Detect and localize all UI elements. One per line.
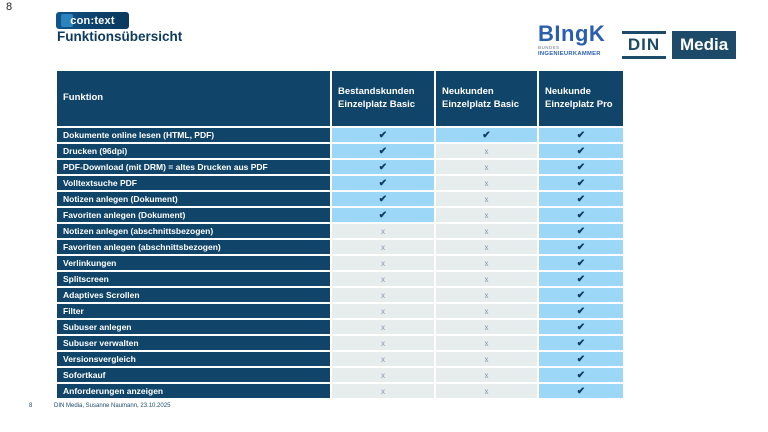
bingk-logo: BIngK BUNDES INGENIEURKAMMER — [538, 23, 633, 57]
feature-label: PDF-Download (mit DRM) = altes Drucken a… — [57, 160, 330, 174]
cross-cell: x — [332, 304, 434, 318]
cross-cell: x — [436, 208, 537, 222]
feature-label: Subuser anlegen — [57, 320, 330, 334]
feature-label: Dokumente online lesen (HTML, PDF) — [57, 128, 330, 142]
cross-cell: x — [332, 256, 434, 270]
check-cell: ✔ — [539, 320, 623, 334]
feature-label: Notizen anlegen (Dokument) — [57, 192, 330, 206]
check-cell: ✔ — [539, 368, 623, 382]
feature-label: Volltextsuche PDF — [57, 176, 330, 190]
feature-label: Adaptives Scrollen — [57, 288, 330, 302]
check-cell: ✔ — [539, 336, 623, 350]
cross-cell: x — [332, 240, 434, 254]
check-cell: ✔ — [332, 192, 434, 206]
feature-label: Verlinkungen — [57, 256, 330, 270]
check-cell: ✔ — [539, 176, 623, 190]
din-media-logo: DIN Media — [622, 31, 737, 59]
cross-cell: x — [332, 384, 434, 398]
cross-cell: x — [436, 368, 537, 382]
cross-cell: x — [436, 352, 537, 366]
cross-cell: x — [436, 192, 537, 206]
cross-cell: x — [436, 320, 537, 334]
feature-table: Funktion Bestandskunden Einzelplatz Basi… — [57, 71, 623, 398]
column-header-bestandskunden-basic: Bestandskunden Einzelplatz Basic — [332, 71, 434, 126]
feature-label: Anforderungen anzeigen — [57, 384, 330, 398]
din-logo-text: DIN — [622, 31, 666, 59]
cross-cell: x — [436, 336, 537, 350]
cross-cell: x — [436, 224, 537, 238]
check-cell: ✔ — [332, 176, 434, 190]
check-cell: ✔ — [539, 144, 623, 158]
column-header-neukunde-pro: Neukunde Einzelplatz Pro — [539, 71, 623, 126]
feature-label: Drucken (96dpi) — [57, 144, 330, 158]
cross-cell: x — [436, 384, 537, 398]
cross-cell: x — [332, 336, 434, 350]
bingk-subline-ingenieurkammer: INGENIEURKAMMER — [538, 50, 601, 57]
feature-label: Favoriten anlegen (abschnittsbezogen) — [57, 240, 330, 254]
feature-label: Subuser verwalten — [57, 336, 330, 350]
column-header-funktion: Funktion — [57, 71, 330, 126]
cross-cell: x — [436, 144, 537, 158]
feature-label: Favoriten anlegen (Dokument) — [57, 208, 330, 222]
check-cell: ✔ — [539, 384, 623, 398]
check-cell: ✔ — [539, 192, 623, 206]
check-cell: ✔ — [539, 160, 623, 174]
check-cell: ✔ — [539, 128, 623, 142]
check-cell: ✔ — [539, 272, 623, 286]
cross-cell: x — [332, 224, 434, 238]
cross-cell: x — [436, 160, 537, 174]
footer-slide-number: 8 — [29, 403, 33, 409]
column-header-neukunden-basic: Neukunden Einzelplatz Basic — [436, 71, 537, 126]
check-cell: ✔ — [332, 128, 434, 142]
cross-cell: x — [332, 320, 434, 334]
context-logo-text: con:text — [70, 14, 115, 27]
feature-label: Versionsvergleich — [57, 352, 330, 366]
cross-cell: x — [436, 304, 537, 318]
context-logo: con:text — [56, 12, 129, 29]
check-cell: ✔ — [332, 160, 434, 174]
footer-credit-text: DIN Media, Susanne Naumann, 23.10.2025 — [54, 403, 171, 409]
page-title: Funktionsübersicht — [57, 29, 183, 44]
check-cell: ✔ — [332, 144, 434, 158]
check-cell: ✔ — [539, 256, 623, 270]
check-cell: ✔ — [539, 224, 623, 238]
cross-cell: x — [332, 352, 434, 366]
check-cell: ✔ — [539, 240, 623, 254]
slide-number-top: 8 — [6, 1, 13, 13]
cross-cell: x — [332, 368, 434, 382]
bingk-wordmark: BIngK — [538, 21, 606, 46]
feature-label: Notizen anlegen (abschnittsbezogen) — [57, 224, 330, 238]
check-cell: ✔ — [539, 304, 623, 318]
context-logo-highlight — [61, 14, 73, 27]
feature-label: Splitscreen — [57, 272, 330, 286]
cross-cell: x — [436, 240, 537, 254]
cross-cell: x — [332, 272, 434, 286]
cross-cell: x — [436, 288, 537, 302]
media-logo-text: Media — [672, 31, 737, 59]
cross-cell: x — [436, 256, 537, 270]
cross-cell: x — [436, 176, 537, 190]
check-cell: ✔ — [539, 352, 623, 366]
cross-cell: x — [436, 272, 537, 286]
check-cell: ✔ — [539, 208, 623, 222]
check-cell: ✔ — [436, 128, 537, 142]
check-cell: ✔ — [332, 208, 434, 222]
feature-label: Filter — [57, 304, 330, 318]
check-cell: ✔ — [539, 288, 623, 302]
cross-cell: x — [332, 288, 434, 302]
feature-label: Sofortkauf — [57, 368, 330, 382]
bingk-subline-bundes: BUNDES — [538, 45, 560, 50]
